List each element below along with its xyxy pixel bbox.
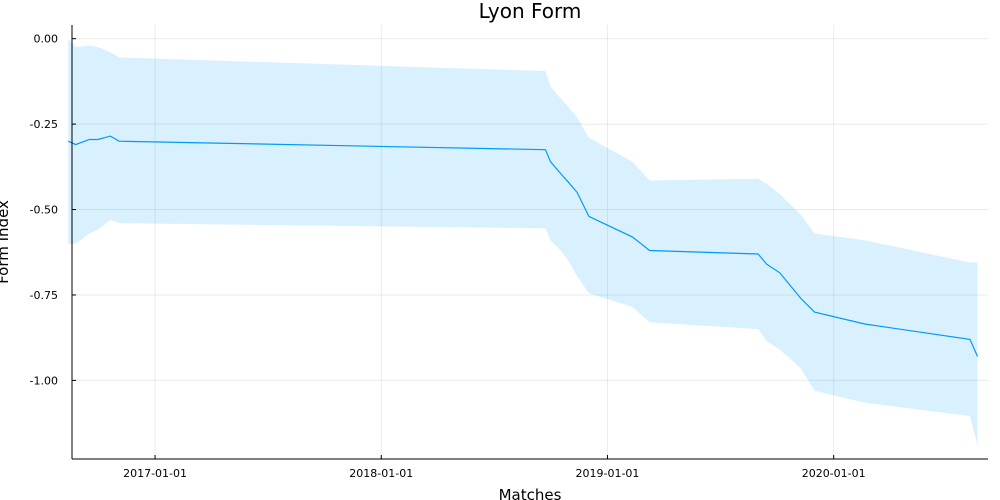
x-tick-label: 2018-01-01 — [349, 467, 413, 480]
chart-title: Lyon Form — [479, 0, 582, 23]
confidence-band-layer — [68, 38, 978, 446]
grid — [72, 25, 988, 459]
x-tick-label: 2020-01-01 — [802, 467, 866, 480]
y-tick-label: -0.50 — [30, 204, 58, 217]
series-line-layer — [68, 135, 979, 357]
y-tick-label: -1.00 — [30, 374, 58, 387]
axes — [71, 25, 988, 460]
confidence-band — [68, 38, 978, 446]
y-ticks: 0.00 -0.25 -0.50 -0.75 -1.00 — [30, 33, 76, 387]
form-index-line — [68, 135, 979, 357]
x-ticks: 2017-01-01 2018-01-01 2019-01-01 2020-01-01 — [123, 455, 866, 480]
y-tick-label: 0.00 — [34, 33, 59, 46]
y-tick-label: -0.75 — [30, 289, 58, 302]
x-axis-title: Matches — [499, 486, 562, 500]
y-tick-label: -0.25 — [30, 118, 58, 131]
x-tick-label: 2017-01-01 — [123, 467, 187, 480]
y-axis-title: Form Index — [0, 200, 12, 284]
x-tick-label: 2019-01-01 — [576, 467, 640, 480]
